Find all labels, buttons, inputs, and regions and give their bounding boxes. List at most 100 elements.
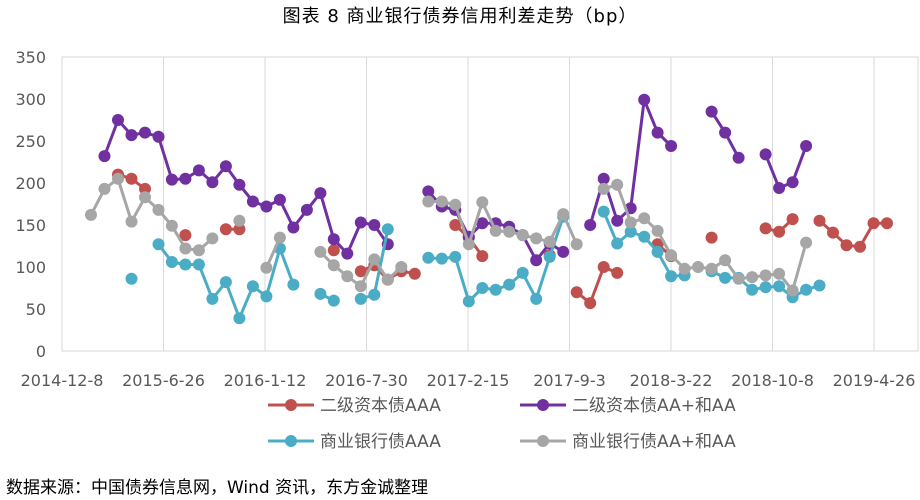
data-point bbox=[125, 272, 138, 285]
data-point bbox=[233, 214, 246, 227]
data-point bbox=[233, 178, 246, 191]
data-point bbox=[503, 225, 516, 238]
data-point bbox=[165, 256, 178, 268]
data-point bbox=[233, 312, 246, 325]
data-point bbox=[476, 250, 489, 263]
data-point bbox=[125, 172, 138, 185]
data-point bbox=[219, 223, 232, 236]
data-point bbox=[530, 232, 543, 245]
data-point bbox=[597, 172, 610, 185]
x-tick-label: 2014-12-8 bbox=[21, 371, 104, 390]
data-point bbox=[327, 259, 340, 272]
data-point bbox=[746, 271, 759, 284]
data-point bbox=[516, 266, 529, 279]
data-point bbox=[719, 126, 732, 139]
source-note: 数据来源：中国债券信息网，Wind 资讯，东方金诚整理 bbox=[6, 478, 429, 498]
y-tick-label: 150 bbox=[15, 216, 46, 235]
data-point bbox=[773, 182, 786, 194]
data-point bbox=[773, 280, 786, 293]
data-point bbox=[597, 182, 610, 195]
data-point bbox=[112, 114, 124, 126]
data-point bbox=[827, 226, 839, 239]
data-point bbox=[354, 265, 367, 278]
data-point bbox=[368, 253, 381, 266]
series-0 bbox=[112, 168, 893, 310]
data-point bbox=[287, 221, 300, 234]
axis-layer: 0 50 100 150 200 250 300 350 2014-12-8 2015-6-26 2… bbox=[15, 48, 915, 390]
data-point bbox=[354, 216, 367, 229]
data-point bbox=[300, 203, 313, 216]
data-point bbox=[503, 278, 516, 291]
legend: 二级资本债AAA 二级资本债AA+和AA 商业银行债AAA 商业银行债AA+和AA bbox=[268, 396, 736, 452]
data-point bbox=[85, 208, 97, 221]
series-line bbox=[575, 265, 618, 305]
data-point bbox=[179, 229, 192, 242]
data-point bbox=[516, 229, 529, 242]
data-point bbox=[854, 240, 866, 253]
data-point bbox=[678, 262, 691, 275]
data-point bbox=[314, 187, 327, 200]
data-point bbox=[139, 182, 151, 195]
data-point bbox=[395, 261, 408, 273]
data-point bbox=[206, 292, 219, 305]
data-point bbox=[260, 290, 273, 303]
data-point bbox=[246, 280, 259, 293]
data-point bbox=[381, 223, 394, 236]
data-point bbox=[530, 292, 543, 305]
data-point bbox=[260, 200, 273, 213]
data-point bbox=[813, 214, 826, 227]
data-point bbox=[449, 219, 462, 231]
data-point bbox=[651, 126, 664, 139]
data-point bbox=[624, 216, 637, 229]
data-point bbox=[651, 224, 664, 237]
data-point bbox=[611, 237, 624, 250]
data-point bbox=[435, 195, 448, 208]
data-point bbox=[719, 254, 732, 267]
data-point bbox=[192, 164, 205, 177]
legend-item: 二级资本债AA+和AA bbox=[520, 396, 736, 416]
data-point bbox=[786, 213, 799, 226]
data-point bbox=[476, 282, 489, 294]
data-point bbox=[260, 261, 273, 274]
series-line bbox=[764, 145, 808, 190]
data-point bbox=[759, 222, 772, 235]
data-point bbox=[341, 270, 354, 283]
data-point bbox=[179, 242, 192, 255]
data-point bbox=[206, 176, 219, 189]
data-point bbox=[705, 105, 718, 118]
y-tick-label: 200 bbox=[15, 174, 46, 193]
data-point bbox=[665, 249, 678, 262]
data-point bbox=[125, 129, 138, 142]
x-tick-label: 2017-2-15 bbox=[427, 371, 510, 390]
data-point bbox=[152, 130, 165, 143]
data-point bbox=[462, 295, 475, 308]
data-point bbox=[327, 294, 340, 307]
data-point bbox=[840, 239, 853, 252]
data-point bbox=[165, 219, 178, 232]
data-point bbox=[813, 279, 826, 292]
data-point bbox=[543, 250, 556, 263]
data-point bbox=[773, 267, 786, 280]
data-point bbox=[273, 231, 286, 244]
data-point bbox=[597, 205, 610, 218]
series-1 bbox=[98, 93, 813, 267]
data-point bbox=[786, 176, 799, 189]
data-point bbox=[867, 217, 880, 230]
data-point bbox=[759, 269, 772, 282]
chart-title: 图表 8 商业银行债券信用利差走势（bp） bbox=[282, 6, 638, 27]
x-tick-label: 2019-4-26 bbox=[833, 371, 916, 390]
data-point bbox=[651, 245, 664, 258]
data-point bbox=[584, 297, 597, 310]
legend-label: 商业银行债AAA bbox=[320, 432, 441, 452]
data-point bbox=[327, 233, 340, 246]
x-tick-label: 2018-10-8 bbox=[731, 371, 814, 390]
data-point bbox=[570, 238, 583, 251]
series-line bbox=[603, 183, 808, 292]
data-point bbox=[732, 272, 745, 285]
data-point bbox=[584, 219, 597, 231]
data-point bbox=[152, 238, 165, 251]
legend-item: 二级资本债AAA bbox=[268, 396, 441, 416]
data-point bbox=[341, 247, 354, 260]
data-point bbox=[557, 208, 570, 221]
